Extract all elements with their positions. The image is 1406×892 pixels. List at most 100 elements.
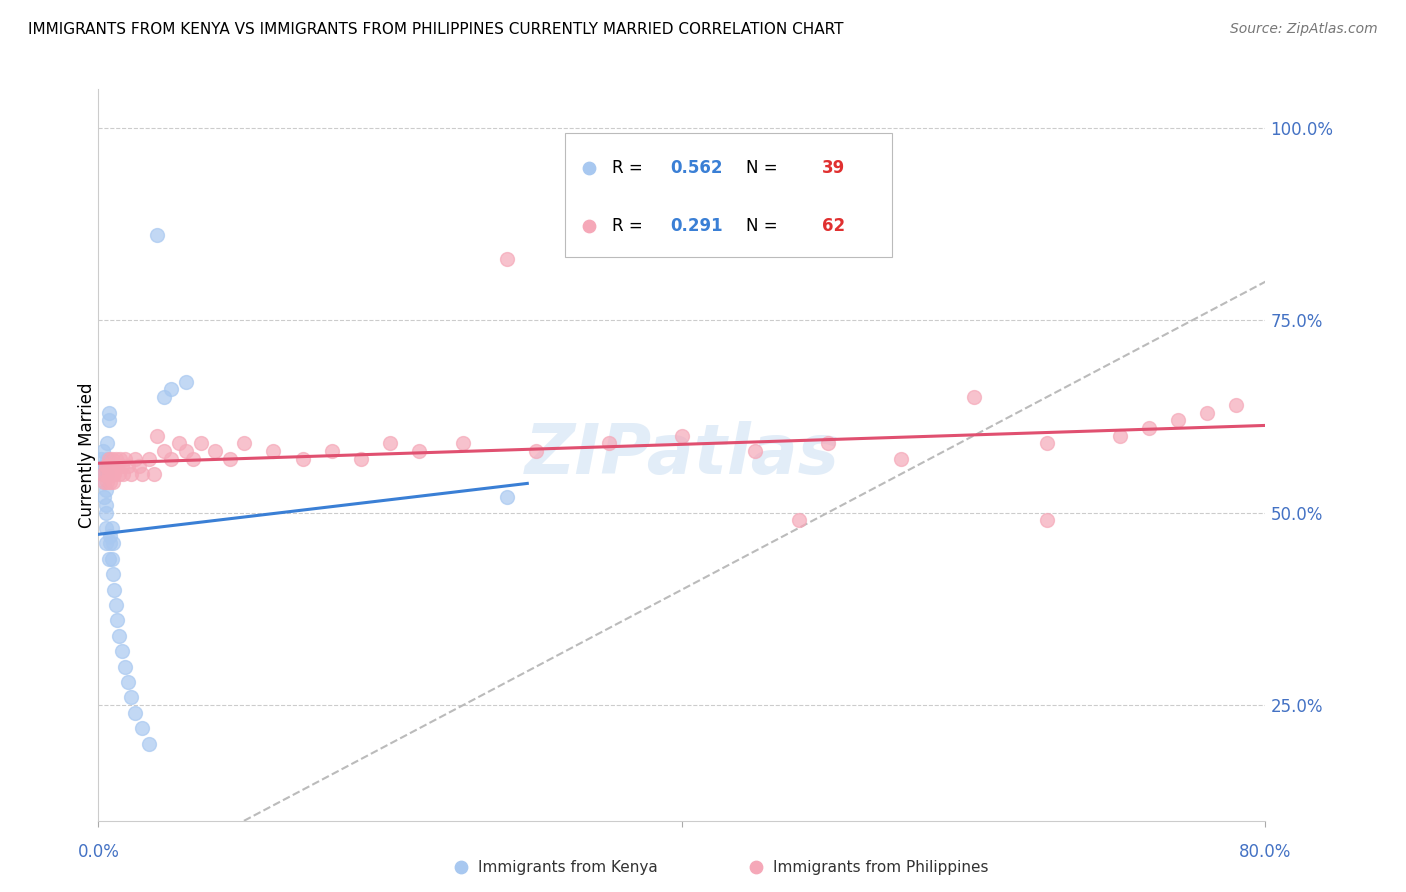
- Point: [98, 459, 121, 474]
- Text: N =: N =: [747, 218, 783, 235]
- Text: 80.0%: 80.0%: [1239, 843, 1292, 861]
- Point: [100, 552, 122, 566]
- Text: Immigrants from Philippines: Immigrants from Philippines: [773, 860, 988, 874]
- Point: [90, 451, 112, 466]
- Point: [1167, 413, 1189, 427]
- Text: Source: ZipAtlas.com: Source: ZipAtlas.com: [1230, 22, 1378, 37]
- Point: [94, 467, 117, 482]
- Point: [100, 467, 122, 482]
- Point: [131, 467, 153, 482]
- Point: [117, 459, 139, 474]
- Point: [105, 459, 128, 474]
- Point: [94, 459, 117, 474]
- Point: [131, 721, 153, 735]
- Point: [114, 659, 136, 673]
- Point: [101, 475, 124, 489]
- Point: [98, 475, 121, 489]
- Point: [93, 490, 115, 504]
- Point: [1108, 428, 1130, 442]
- Point: [97, 413, 120, 427]
- Point: [97, 552, 120, 566]
- Point: [105, 614, 128, 628]
- Point: [962, 390, 984, 404]
- Point: [93, 459, 115, 474]
- Point: [744, 444, 766, 458]
- Point: [94, 506, 117, 520]
- Point: [1035, 513, 1057, 527]
- Point: [817, 436, 839, 450]
- Point: [103, 582, 125, 597]
- Point: [451, 436, 474, 450]
- Point: [138, 737, 160, 751]
- Point: [96, 475, 118, 489]
- Point: [524, 444, 547, 458]
- Point: [114, 451, 136, 466]
- Point: [94, 498, 117, 512]
- Point: [787, 513, 810, 527]
- Text: 62: 62: [823, 218, 845, 235]
- Point: [321, 444, 343, 458]
- Point: [262, 444, 284, 458]
- Point: [160, 383, 183, 397]
- Point: [120, 690, 142, 705]
- Point: [97, 451, 120, 466]
- Point: [94, 536, 117, 550]
- Point: [124, 451, 146, 466]
- Point: [671, 428, 693, 442]
- Point: [101, 536, 124, 550]
- Point: [218, 451, 240, 466]
- Text: ZIPatlas: ZIPatlas: [524, 421, 839, 489]
- Point: [291, 451, 314, 466]
- Point: [94, 521, 117, 535]
- Text: IMMIGRANTS FROM KENYA VS IMMIGRANTS FROM PHILIPPINES CURRENTLY MARRIED CORRELATI: IMMIGRANTS FROM KENYA VS IMMIGRANTS FROM…: [28, 22, 844, 37]
- Text: N =: N =: [747, 159, 783, 177]
- Point: [745, 860, 768, 874]
- Point: [96, 451, 118, 466]
- Point: [233, 436, 256, 450]
- Point: [100, 521, 122, 535]
- Point: [103, 467, 125, 482]
- Point: [110, 451, 132, 466]
- Point: [96, 459, 118, 474]
- Point: [700, 203, 723, 218]
- Point: [350, 451, 373, 466]
- Point: [450, 860, 472, 874]
- Point: [146, 228, 169, 243]
- Text: 0.562: 0.562: [671, 159, 723, 177]
- Point: [111, 459, 134, 474]
- Point: [97, 467, 120, 482]
- Point: [128, 459, 150, 474]
- Point: [167, 436, 190, 450]
- Text: 0.0%: 0.0%: [77, 843, 120, 861]
- Text: Immigrants from Kenya: Immigrants from Kenya: [478, 860, 658, 874]
- Text: R =: R =: [612, 218, 648, 235]
- Point: [190, 436, 212, 450]
- Point: [101, 567, 124, 582]
- Text: R =: R =: [612, 159, 648, 177]
- Point: [112, 467, 135, 482]
- Point: [174, 444, 197, 458]
- Point: [108, 629, 131, 643]
- Point: [104, 598, 127, 612]
- Point: [91, 444, 114, 458]
- Y-axis label: Currently Married: Currently Married: [79, 382, 96, 528]
- Point: [108, 467, 131, 482]
- Point: [408, 444, 430, 458]
- Point: [98, 529, 121, 543]
- Point: [1035, 436, 1057, 450]
- Point: [94, 483, 117, 497]
- Point: [153, 390, 176, 404]
- Point: [96, 436, 118, 450]
- Point: [97, 406, 120, 420]
- Point: [495, 252, 517, 266]
- Point: [1137, 421, 1160, 435]
- Point: [174, 375, 197, 389]
- Point: [138, 451, 160, 466]
- Point: [1195, 406, 1218, 420]
- Point: [204, 444, 226, 458]
- Point: [153, 444, 176, 458]
- Point: [98, 536, 121, 550]
- Point: [142, 467, 165, 482]
- Point: [1225, 398, 1247, 412]
- Point: [104, 451, 127, 466]
